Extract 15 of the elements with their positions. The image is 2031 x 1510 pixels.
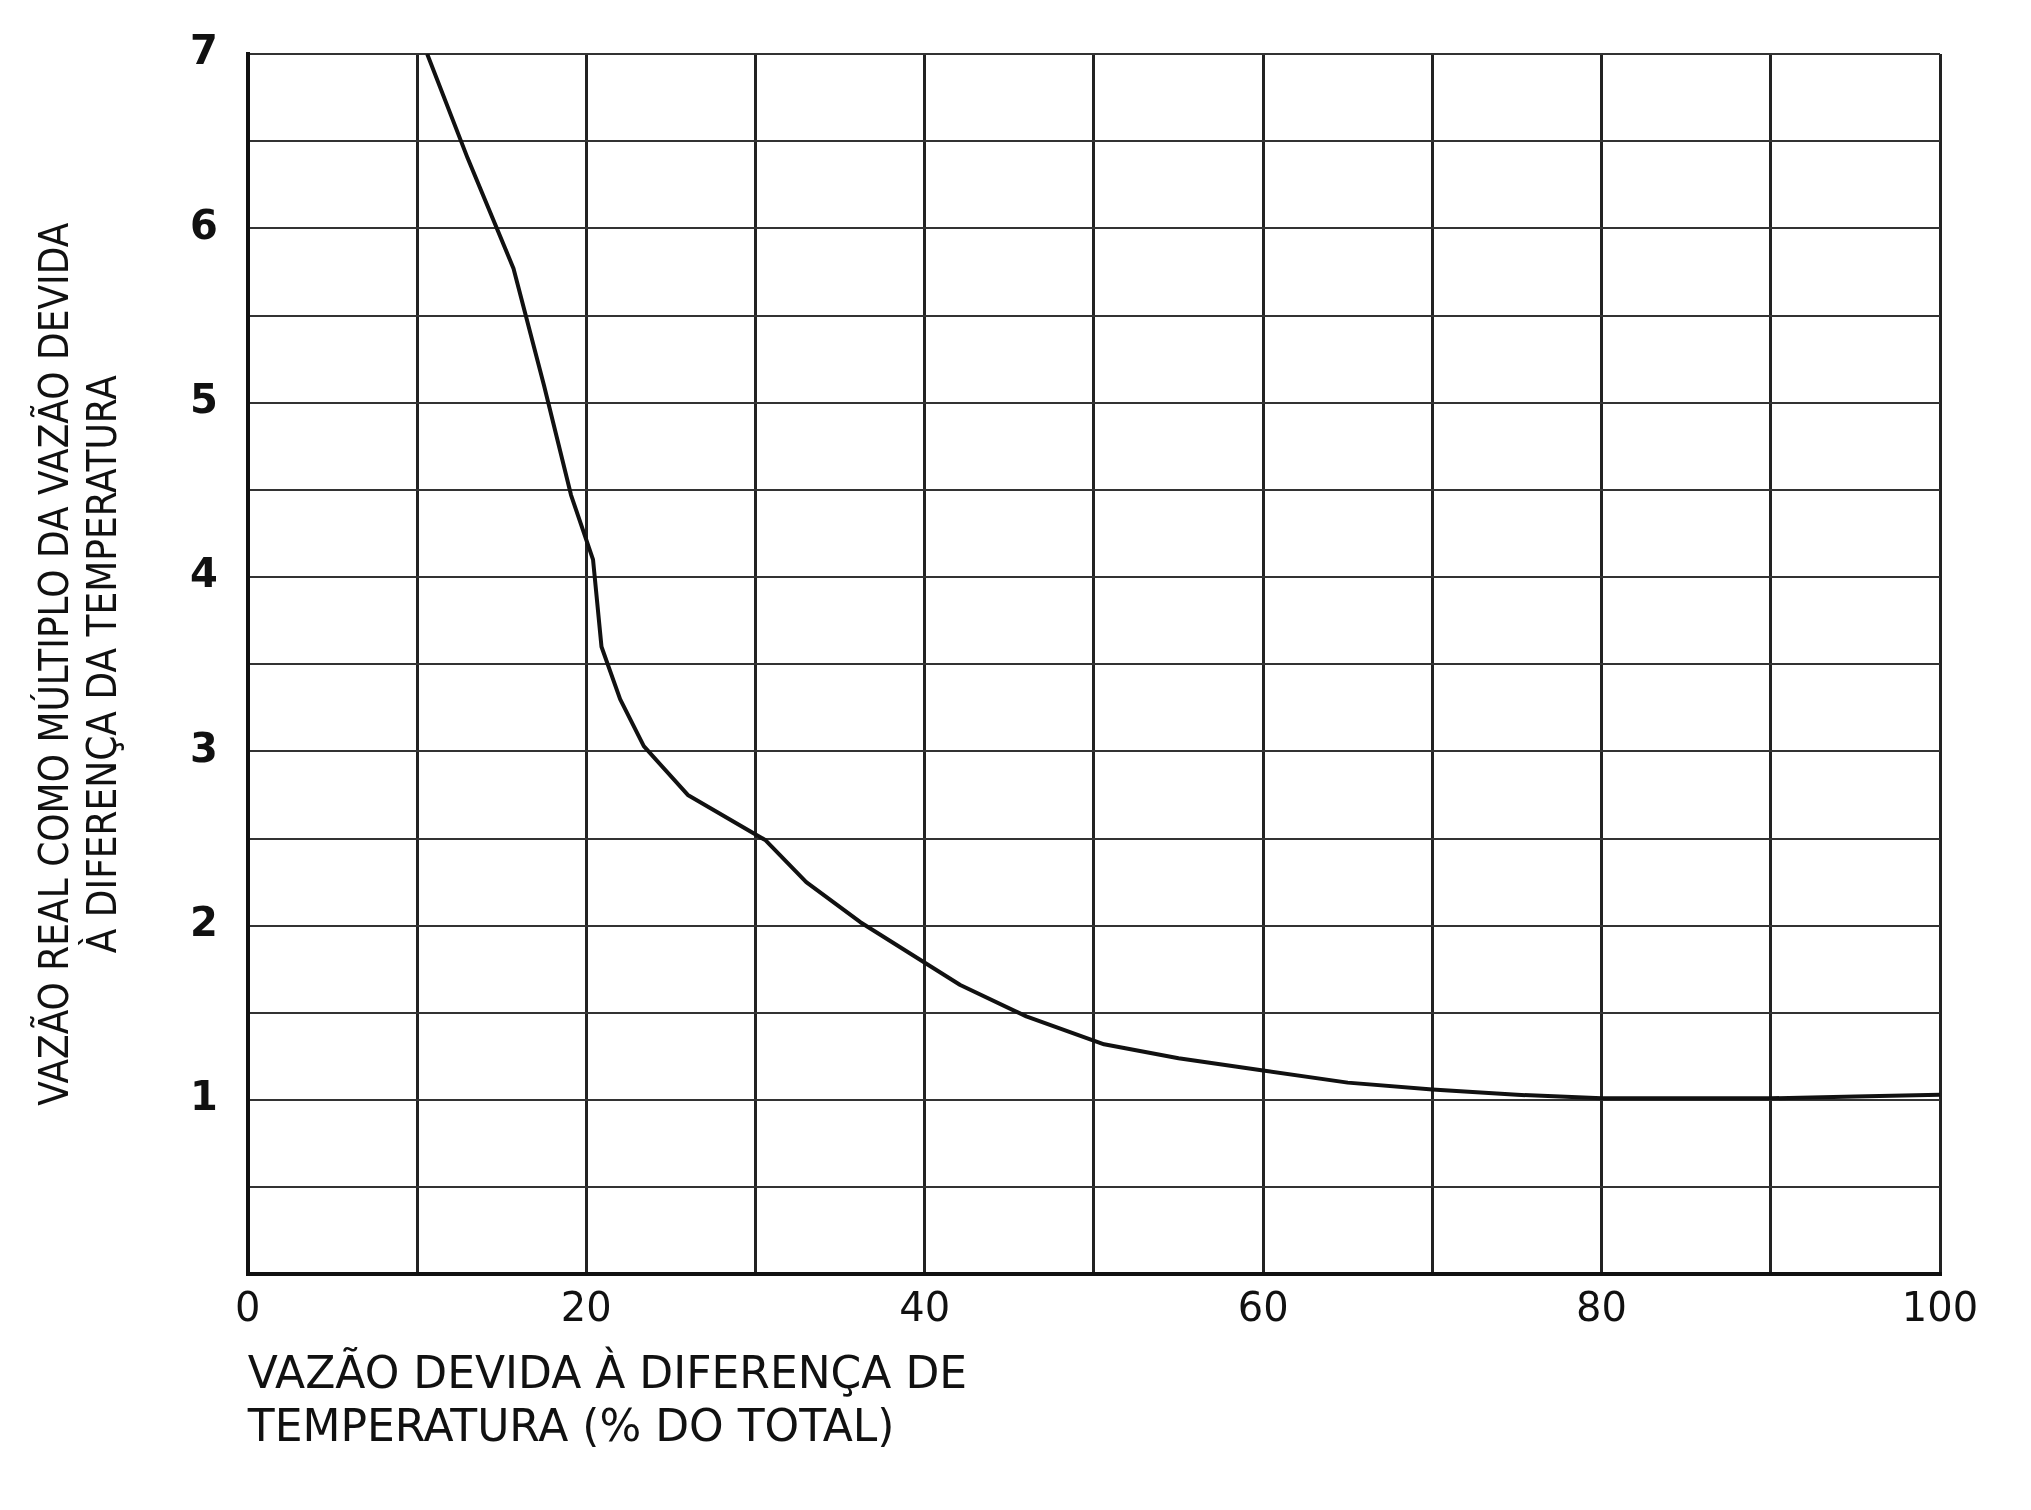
y-tick-label: 2: [189, 899, 218, 946]
y-axis-title: VAZÃO REAL COMO MÚLTIPLO DA VAZÃO DEVIDA À DIFERENÇA DA TEMPERATURA: [30, 222, 126, 1106]
x-tick-label: 40: [899, 1283, 951, 1330]
y-tick-label: 5: [189, 376, 218, 423]
y-tick-label: 4: [189, 550, 218, 597]
x-tick-label: 100: [1901, 1283, 1979, 1330]
y-tick-label: 1: [189, 1073, 218, 1120]
y-tick-label: 7: [189, 27, 218, 74]
x-axis-title: VAZÃO DEVIDA À DIFERENÇA DE TEMPERATURA (% DO TOTAL): [246, 1346, 968, 1452]
x-tick-label: 80: [1576, 1283, 1628, 1330]
x-tick-label: 0: [235, 1283, 261, 1330]
x-tick-label: 60: [1237, 1283, 1289, 1330]
x-tick-label: 20: [560, 1283, 612, 1330]
y-tick-label: 6: [189, 201, 218, 248]
y-tick-label: 3: [189, 724, 218, 771]
